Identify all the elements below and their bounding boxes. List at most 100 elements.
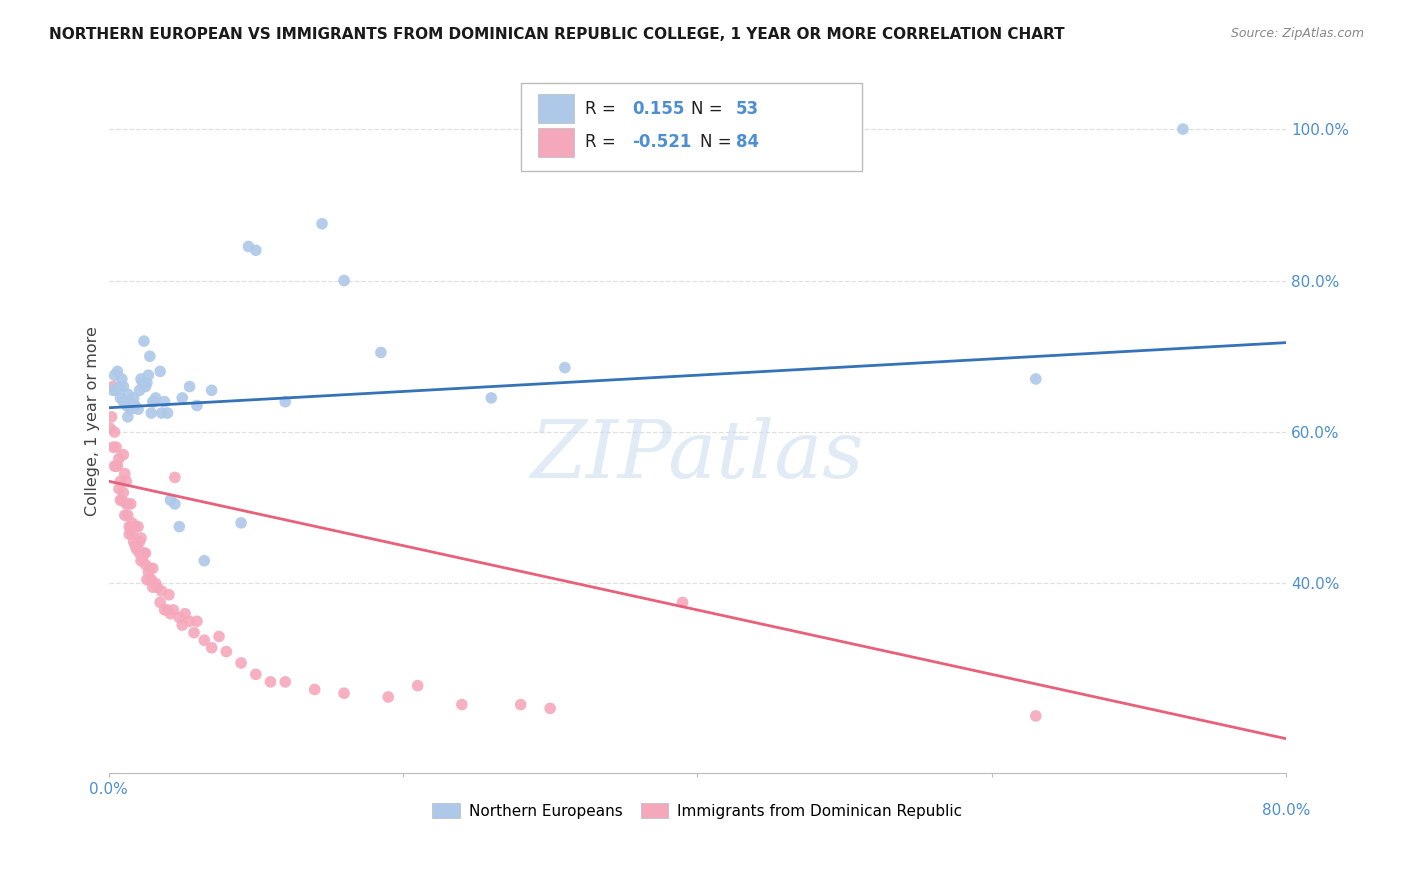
Point bbox=[150, 584, 173, 599]
Point bbox=[103, 425, 125, 439]
Text: R =: R = bbox=[585, 100, 621, 118]
Point bbox=[120, 524, 142, 538]
Point bbox=[245, 667, 267, 681]
Point bbox=[377, 690, 399, 704]
Point bbox=[112, 394, 135, 409]
Point bbox=[111, 372, 134, 386]
Point bbox=[110, 391, 132, 405]
Point bbox=[121, 399, 143, 413]
Point bbox=[159, 607, 181, 621]
Point bbox=[110, 474, 132, 488]
Point bbox=[186, 399, 208, 413]
Point bbox=[118, 394, 141, 409]
Point bbox=[162, 603, 184, 617]
Point bbox=[115, 474, 138, 488]
Point bbox=[118, 527, 141, 541]
Point bbox=[138, 565, 160, 579]
Point bbox=[186, 615, 208, 629]
Point bbox=[479, 391, 502, 405]
Point bbox=[124, 519, 146, 533]
Point bbox=[142, 580, 165, 594]
Point bbox=[145, 391, 167, 405]
Point bbox=[169, 610, 191, 624]
Point bbox=[245, 244, 267, 258]
Point bbox=[333, 274, 356, 288]
Text: Source: ZipAtlas.com: Source: ZipAtlas.com bbox=[1230, 27, 1364, 40]
Point bbox=[104, 458, 127, 473]
FancyBboxPatch shape bbox=[538, 94, 574, 123]
Point bbox=[124, 539, 146, 553]
Point bbox=[1171, 122, 1194, 136]
Point bbox=[172, 391, 194, 405]
Point bbox=[132, 334, 155, 348]
Point bbox=[139, 349, 162, 363]
Point bbox=[193, 554, 215, 568]
Point bbox=[117, 387, 139, 401]
Point bbox=[128, 534, 150, 549]
Point bbox=[104, 440, 127, 454]
Point bbox=[107, 364, 129, 378]
Point bbox=[138, 368, 160, 383]
Point bbox=[156, 406, 179, 420]
Point bbox=[118, 519, 141, 533]
Point bbox=[450, 698, 472, 712]
Point bbox=[114, 467, 136, 481]
Point bbox=[132, 546, 155, 560]
Point bbox=[103, 458, 125, 473]
Point bbox=[1025, 372, 1047, 386]
Point bbox=[311, 217, 333, 231]
Point bbox=[208, 629, 231, 643]
Point bbox=[114, 508, 136, 523]
Point bbox=[101, 384, 124, 398]
Point bbox=[131, 549, 153, 564]
Point bbox=[163, 497, 186, 511]
Point bbox=[131, 376, 153, 390]
Point bbox=[101, 379, 124, 393]
Point bbox=[169, 519, 191, 533]
Point bbox=[146, 580, 169, 594]
Point bbox=[134, 379, 156, 393]
Point bbox=[134, 546, 156, 560]
Point bbox=[101, 440, 124, 454]
Point bbox=[127, 519, 149, 533]
Point bbox=[215, 644, 238, 658]
Point bbox=[183, 625, 205, 640]
Text: ZIPatlas: ZIPatlas bbox=[530, 417, 865, 494]
Point bbox=[153, 394, 176, 409]
Point bbox=[671, 595, 693, 609]
Point bbox=[141, 573, 163, 587]
Point bbox=[142, 561, 165, 575]
Point bbox=[110, 493, 132, 508]
Point bbox=[112, 379, 135, 393]
Point bbox=[98, 421, 121, 435]
Point bbox=[156, 603, 179, 617]
Point bbox=[1025, 709, 1047, 723]
Point bbox=[274, 674, 297, 689]
Point bbox=[149, 364, 172, 378]
Point bbox=[141, 406, 163, 420]
Point bbox=[124, 399, 146, 413]
Point bbox=[120, 402, 142, 417]
Point bbox=[143, 394, 166, 409]
Point bbox=[134, 558, 156, 572]
Text: 80.0%: 80.0% bbox=[1261, 804, 1310, 818]
Point bbox=[179, 615, 201, 629]
Point bbox=[304, 682, 326, 697]
Point bbox=[157, 588, 180, 602]
Point bbox=[201, 640, 224, 655]
Point bbox=[538, 701, 561, 715]
Point bbox=[115, 497, 138, 511]
Text: 84: 84 bbox=[737, 134, 759, 152]
Point bbox=[193, 633, 215, 648]
Point bbox=[406, 679, 429, 693]
Text: 53: 53 bbox=[737, 100, 759, 118]
Point bbox=[370, 345, 392, 359]
Point bbox=[122, 519, 145, 533]
Point bbox=[128, 384, 150, 398]
Point bbox=[142, 394, 165, 409]
Point bbox=[135, 573, 157, 587]
Point bbox=[229, 656, 252, 670]
Point bbox=[127, 542, 149, 557]
Text: R =: R = bbox=[585, 134, 621, 152]
Point bbox=[112, 448, 135, 462]
